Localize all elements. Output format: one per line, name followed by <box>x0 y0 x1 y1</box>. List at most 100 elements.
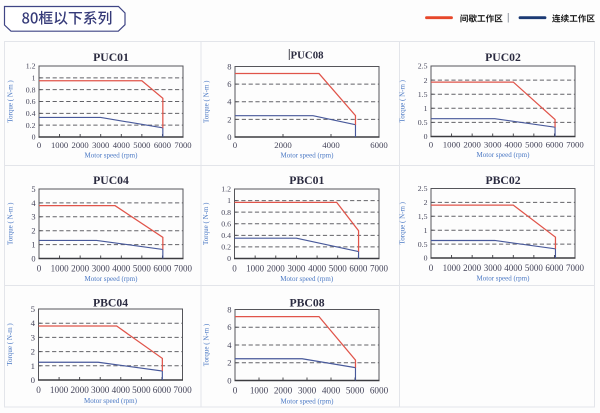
svg-text:2000: 2000 <box>267 264 286 274</box>
svg-text:PBC04: PBC04 <box>93 297 128 310</box>
svg-text:6000: 6000 <box>546 139 564 149</box>
svg-text:7000: 7000 <box>566 139 584 149</box>
svg-text:3000: 3000 <box>484 139 502 149</box>
svg-text:4000: 4000 <box>504 263 523 273</box>
svg-text:4000: 4000 <box>504 139 522 149</box>
svg-text:0.2: 0.2 <box>221 243 231 252</box>
svg-text:1: 1 <box>31 240 35 249</box>
svg-text:0: 0 <box>424 254 428 263</box>
svg-text:1: 1 <box>32 73 36 82</box>
svg-text:2: 2 <box>424 76 428 85</box>
svg-text:0: 0 <box>37 140 41 150</box>
svg-text:3000: 3000 <box>484 263 503 273</box>
svg-text:4: 4 <box>227 97 232 107</box>
svg-text:2.5: 2.5 <box>418 184 428 193</box>
svg-text:Motor speed (rpm): Motor speed (rpm) <box>477 274 531 282</box>
svg-text:0.6: 0.6 <box>221 219 231 228</box>
svg-text:0: 0 <box>429 263 434 273</box>
svg-text:PBC01: PBC01 <box>289 174 324 187</box>
svg-text:1000: 1000 <box>51 140 68 150</box>
svg-text:5000: 5000 <box>525 139 543 149</box>
svg-text:1000: 1000 <box>51 264 70 274</box>
svg-text:0.2: 0.2 <box>26 121 36 130</box>
svg-text:0.6: 0.6 <box>26 97 36 106</box>
svg-text:8: 8 <box>227 61 231 71</box>
svg-text:1000: 1000 <box>443 263 462 273</box>
svg-text:1,5: 1,5 <box>418 212 428 221</box>
svg-text:1: 1 <box>424 104 428 113</box>
svg-text:5: 5 <box>31 304 36 314</box>
svg-text:2000: 2000 <box>274 385 293 395</box>
svg-text:Motor speed (rpm): Motor speed (rpm) <box>85 151 139 159</box>
svg-text:Motor speed (rpm): Motor speed (rpm) <box>84 397 138 405</box>
svg-text:2000: 2000 <box>463 263 482 273</box>
svg-text:Motor speed (rpm): Motor speed (rpm) <box>281 151 335 159</box>
svg-text:Motor speed (rpm): Motor speed (rpm) <box>280 275 334 283</box>
svg-text:Torque ( N-m ): Torque ( N-m ) <box>7 202 15 245</box>
svg-text:0.5: 0.5 <box>418 240 428 249</box>
svg-text:0.8: 0.8 <box>26 85 36 94</box>
svg-text:6: 6 <box>227 79 231 89</box>
svg-text:5000: 5000 <box>133 264 152 274</box>
svg-text:0: 0 <box>227 375 231 385</box>
svg-text:2000: 2000 <box>71 264 90 274</box>
svg-text:2: 2 <box>227 358 231 368</box>
svg-text:5000: 5000 <box>132 385 151 395</box>
svg-text:Torque ( N-m ): Torque ( N-m ) <box>203 80 211 123</box>
svg-text:0: 0 <box>429 139 434 149</box>
svg-text:4000: 4000 <box>308 264 327 274</box>
svg-text:2: 2 <box>227 114 231 124</box>
svg-text:4: 4 <box>31 199 36 208</box>
svg-text:Torque ( N-m ): Torque ( N-m ) <box>202 202 210 245</box>
svg-text:7000: 7000 <box>566 263 585 273</box>
svg-text:0: 0 <box>31 254 35 263</box>
svg-text:4000: 4000 <box>322 385 341 395</box>
svg-text:5000: 5000 <box>346 385 365 395</box>
svg-text:8: 8 <box>227 304 231 314</box>
svg-text:PBC02: PBC02 <box>485 174 520 187</box>
svg-text:5000: 5000 <box>525 263 544 273</box>
svg-text:7000: 7000 <box>174 264 193 274</box>
svg-text:1.2: 1.2 <box>26 62 36 71</box>
svg-text:2: 2 <box>31 227 35 236</box>
svg-text:0.8: 0.8 <box>221 208 231 217</box>
svg-text:4: 4 <box>31 318 36 328</box>
svg-text:1: 1 <box>424 226 428 235</box>
svg-text:2000: 2000 <box>72 140 89 150</box>
svg-text:2: 2 <box>31 347 35 357</box>
svg-text:2: 2 <box>424 198 428 207</box>
svg-text:0: 0 <box>227 132 231 142</box>
svg-text:6000: 6000 <box>545 263 564 273</box>
svg-text:Torque ( N-m ): Torque ( N-m ) <box>7 80 15 123</box>
svg-text:0.4: 0.4 <box>26 109 36 118</box>
svg-text:0.4: 0.4 <box>221 231 231 240</box>
svg-text:1.5: 1.5 <box>418 90 428 99</box>
svg-text:0: 0 <box>232 264 237 274</box>
svg-text:2000: 2000 <box>70 385 89 395</box>
svg-text:4: 4 <box>227 340 232 350</box>
svg-text:1000: 1000 <box>246 264 265 274</box>
svg-text:1000: 1000 <box>50 385 69 395</box>
svg-text:3000: 3000 <box>287 264 306 274</box>
svg-text:PUC01: PUC01 <box>93 51 129 64</box>
svg-text:5: 5 <box>31 185 35 194</box>
svg-text:3: 3 <box>31 213 35 222</box>
svg-text:1: 1 <box>227 196 231 205</box>
svg-text:Motor speed (rpm): Motor speed (rpm) <box>281 398 335 406</box>
svg-text:PUC02: PUC02 <box>485 51 521 64</box>
svg-text:2000: 2000 <box>463 139 481 149</box>
svg-text:0.5: 0.5 <box>418 118 428 127</box>
svg-text:4000: 4000 <box>112 385 131 395</box>
svg-text:4000: 4000 <box>113 140 130 150</box>
svg-text:Torque ( N-m ): Torque ( N-m ) <box>399 79 407 122</box>
svg-text:PBC08: PBC08 <box>289 297 324 310</box>
svg-text:3000: 3000 <box>92 264 111 274</box>
svg-text:1: 1 <box>31 361 35 371</box>
svg-text:0: 0 <box>32 133 36 142</box>
svg-text:Motor speed (rpm): Motor speed (rpm) <box>85 275 139 283</box>
svg-text:4000: 4000 <box>322 140 340 150</box>
svg-text:PUC04: PUC04 <box>93 174 129 187</box>
svg-text:5000: 5000 <box>133 140 150 150</box>
svg-text:3000: 3000 <box>298 385 317 395</box>
svg-text:6000: 6000 <box>153 264 172 274</box>
